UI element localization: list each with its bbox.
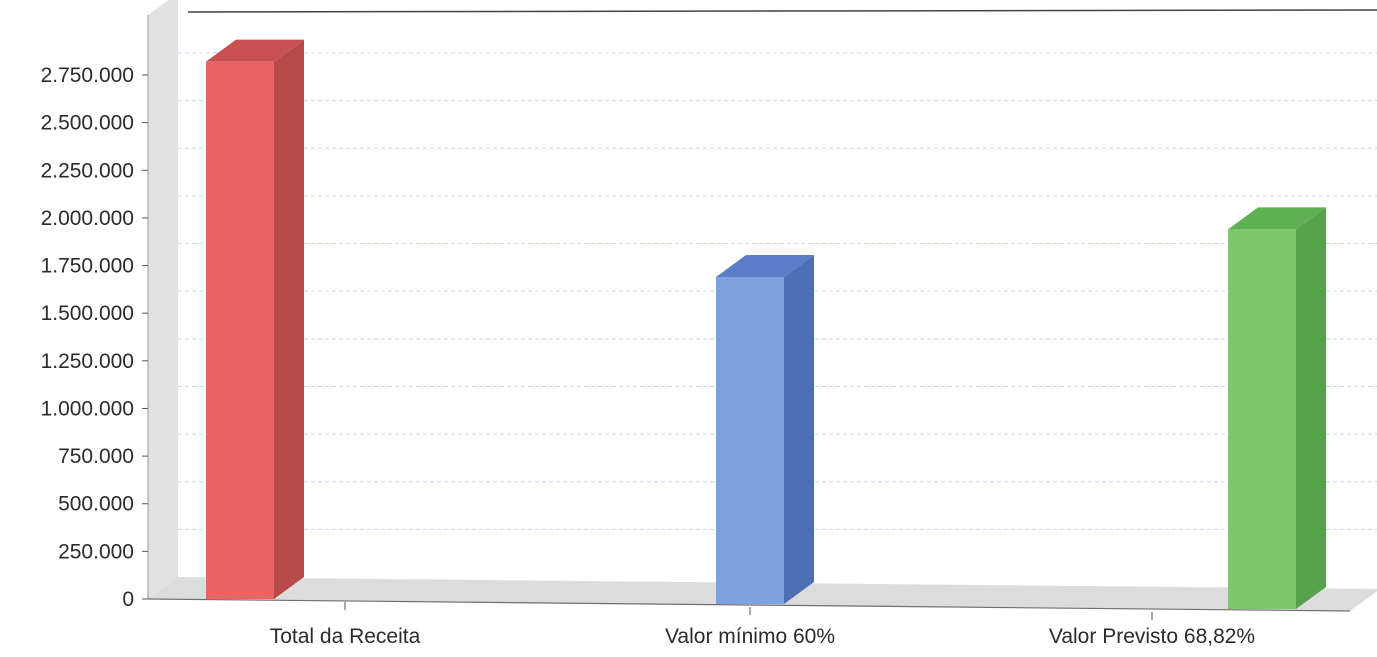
y-tick-label: 750.000 xyxy=(58,445,134,468)
bar-front xyxy=(206,61,274,600)
top-border xyxy=(187,9,1377,13)
bar-top xyxy=(1228,207,1326,230)
bar-side xyxy=(1296,207,1326,610)
bars xyxy=(206,39,1326,610)
y-axis-tick-labels: 0 250.000 500.000 750.000 1.000.000 1.250.000… xyxy=(41,64,134,611)
bar-2 xyxy=(716,254,814,604)
y-tick-label: 250.000 xyxy=(58,540,134,563)
axes xyxy=(142,9,1377,620)
bar-3 xyxy=(1228,207,1326,610)
y-tick-label: 0 xyxy=(122,588,134,611)
y-tick-label: 1.750.000 xyxy=(41,255,134,278)
bar-1 xyxy=(206,39,304,600)
bar-top xyxy=(716,254,814,277)
x-category-label: Total da Receita xyxy=(270,625,421,648)
bar-front xyxy=(1228,229,1296,610)
x-category-label: Valor mínimo 60% xyxy=(665,625,835,648)
y-tick-label: 2.750.000 xyxy=(41,64,134,87)
y-tick-label: 1.000.000 xyxy=(41,397,134,420)
bar-side xyxy=(274,39,304,600)
bar-front xyxy=(716,276,784,604)
y-tick-label: 1.250.000 xyxy=(41,350,134,373)
bar-side xyxy=(784,254,814,604)
left-wall xyxy=(148,0,178,599)
y-tick-label: 2.250.000 xyxy=(41,159,134,182)
y-tick-label: 2.500.000 xyxy=(41,112,134,135)
x-axis-line xyxy=(147,598,1351,612)
y-tick-label: 1.500.000 xyxy=(41,302,134,325)
bar-top xyxy=(206,39,304,62)
y-tick-label: 2.000.000 xyxy=(41,207,134,230)
x-category-label: Valor Previsto 68,82% xyxy=(1049,625,1255,648)
y-tick-label: 500.000 xyxy=(58,493,134,516)
x-axis-category-labels: Total da Receita Valor mínimo 60% Valor Pr… xyxy=(270,625,1255,648)
